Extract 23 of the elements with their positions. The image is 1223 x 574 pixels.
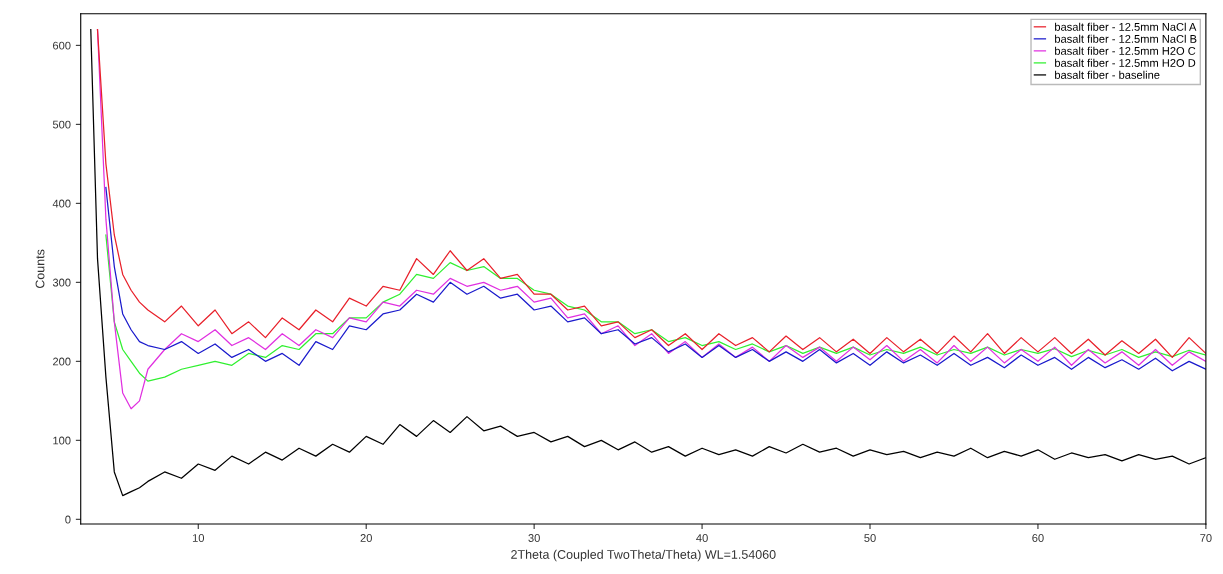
x-tick-label: 60 [1032,534,1044,542]
y-tick-label: 600 [53,41,71,50]
x-axis-title: 2Theta (Coupled TwoTheta/Theta) WL=1.54060 [511,549,776,562]
x-tick-label: 30 [528,534,540,542]
legend-label: basalt fiber - baseline [1055,70,1160,79]
y-tick-label: 100 [53,436,71,445]
x-tick-label: 40 [696,534,708,542]
legend-label: basalt fiber - 12.5mm NaCl B [1055,34,1197,43]
line-series [105,186,1206,372]
legend-label: basalt fiber - 12.5mm H2O C [1055,46,1196,55]
line-series [105,234,1206,382]
x-tick-label: 10 [192,534,205,542]
y-axis-title: Counts [35,249,45,289]
legend-label: basalt fiber - 12.5mm NaCl A [1055,22,1197,31]
x-tick-label: 70 [1200,534,1212,542]
y-tick-label: 300 [52,278,71,287]
y-tick-label: 0 [65,515,71,524]
legend-label: basalt fiber - 12.5mm H2O D [1055,58,1196,67]
x-tick-label: 20 [360,534,372,542]
y-tick-label: 400 [52,199,71,208]
x-tick-label: 50 [864,534,876,542]
y-tick-label: 200 [53,357,71,366]
y-tick-label: 500 [52,120,71,129]
